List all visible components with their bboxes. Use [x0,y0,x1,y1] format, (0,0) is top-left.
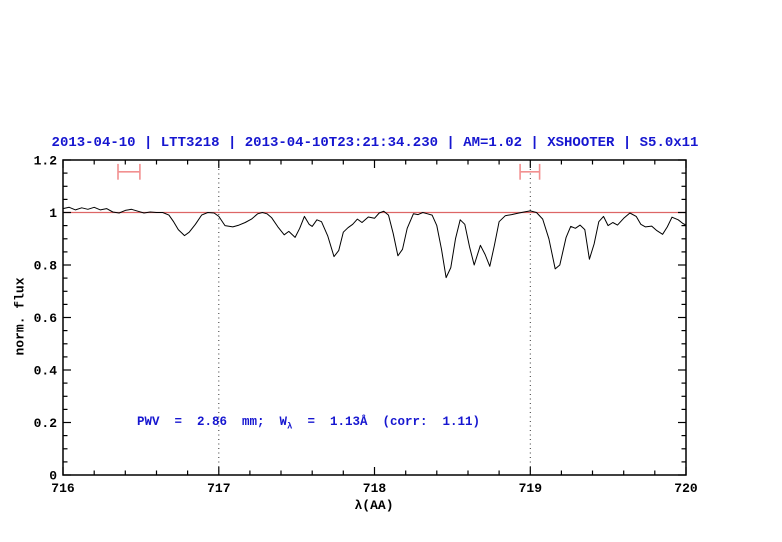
x-tick-label: 717 [207,481,230,496]
x-tick-label: 718 [363,481,387,496]
y-tick-label: 0 [49,469,57,484]
y-axis-label: norm. flux [12,277,28,356]
x-tick-label: 719 [519,481,543,496]
y-tick-label: 0.8 [34,259,58,274]
y-tick-label: 0.6 [34,311,58,326]
y-tick-label: 0.2 [34,416,58,431]
x-axis-label: λ(AA) [354,498,394,513]
spectrum-line [62,206,687,279]
y-tick-label: 1 [49,206,57,221]
pwv-annotation-prefix: PWV = 2.86 mm; W [137,415,288,429]
y-tick-label: 1.2 [34,154,58,169]
y-tick-label: 0.4 [34,364,58,379]
pwv-annotation: PWV = 2.86 mm; Wλ = 1.13Å (corr: 1.11) [137,415,480,432]
x-tick-label: 716 [51,481,75,496]
x-tick-label: 720 [674,481,698,496]
pwv-annotation-subscript: λ [287,421,293,432]
plot-title: 2013-04-10 | LTT3218 | 2013-04-10T23:21:… [51,135,699,151]
pwv-annotation-suffix: = 1.13Å (corr: 1.11) [292,415,480,429]
